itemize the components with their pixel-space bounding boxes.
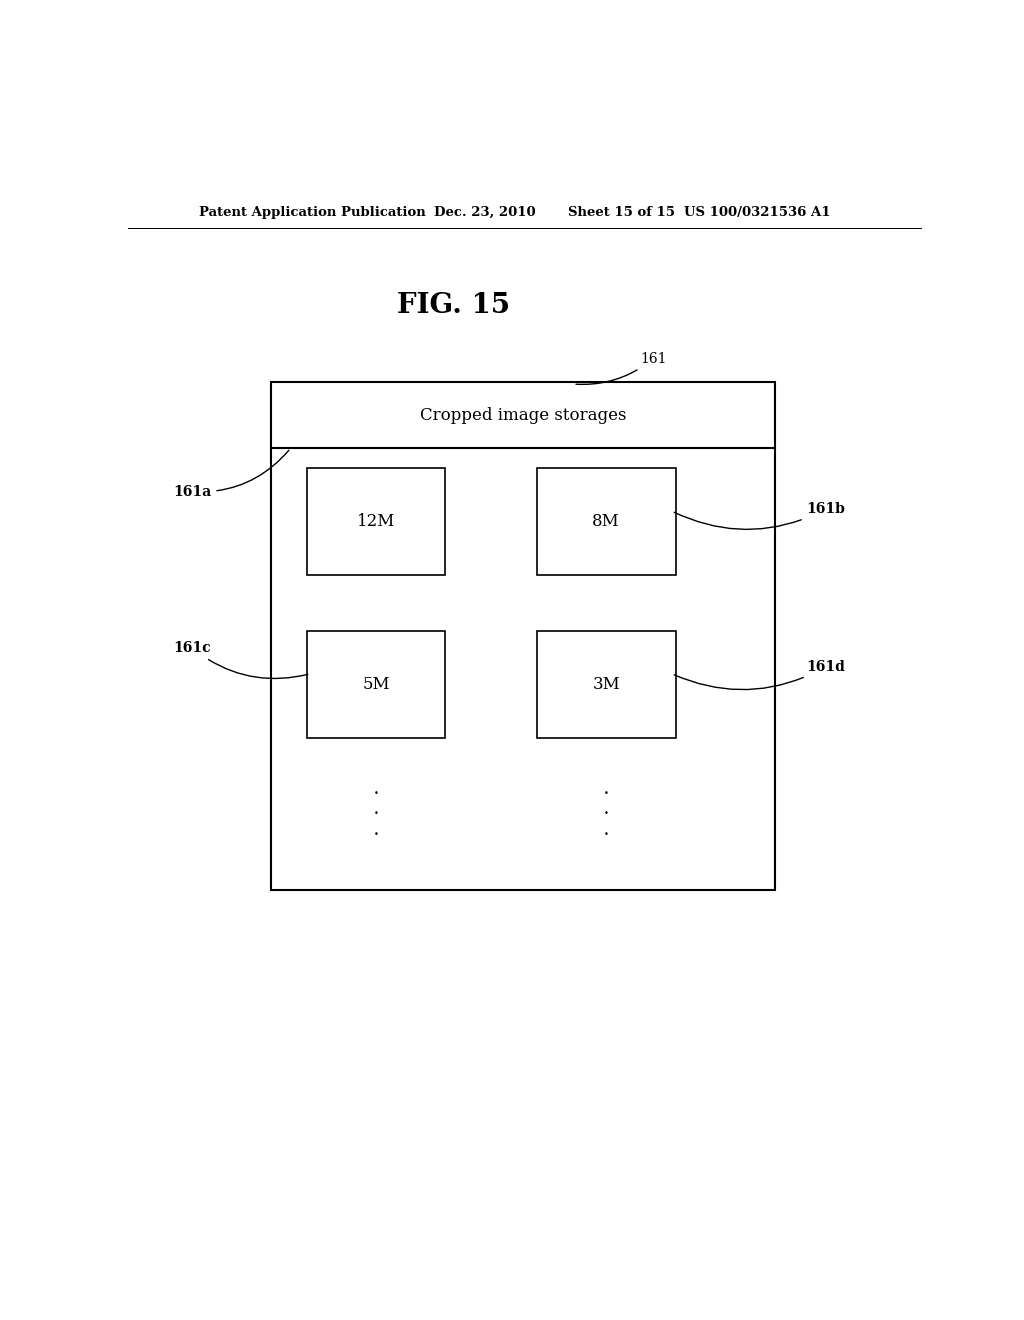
Text: 161d: 161d [674, 660, 846, 689]
Text: •: • [374, 789, 379, 799]
Text: 161a: 161a [173, 450, 289, 499]
Text: US 100/0321536 A1: US 100/0321536 A1 [684, 206, 830, 219]
Text: 12M: 12M [356, 513, 395, 531]
Text: 161: 161 [575, 351, 667, 384]
Text: •: • [604, 809, 609, 818]
FancyBboxPatch shape [306, 469, 445, 576]
Text: •: • [604, 789, 609, 799]
Text: 161b: 161b [674, 502, 846, 529]
FancyBboxPatch shape [537, 469, 676, 576]
Text: 161c: 161c [174, 642, 308, 678]
Text: Sheet 15 of 15: Sheet 15 of 15 [568, 206, 676, 219]
Text: Dec. 23, 2010: Dec. 23, 2010 [433, 206, 536, 219]
FancyBboxPatch shape [306, 631, 445, 738]
Text: 8M: 8M [592, 513, 620, 531]
FancyBboxPatch shape [537, 631, 676, 738]
FancyBboxPatch shape [270, 381, 775, 890]
Text: 3M: 3M [592, 676, 620, 693]
Text: Patent Application Publication: Patent Application Publication [200, 206, 426, 219]
Text: •: • [374, 809, 379, 818]
Text: •: • [604, 830, 609, 838]
Text: FIG. 15: FIG. 15 [397, 292, 510, 319]
Text: Cropped image storages: Cropped image storages [420, 407, 626, 424]
Text: 5M: 5M [362, 676, 390, 693]
Text: •: • [374, 830, 379, 838]
